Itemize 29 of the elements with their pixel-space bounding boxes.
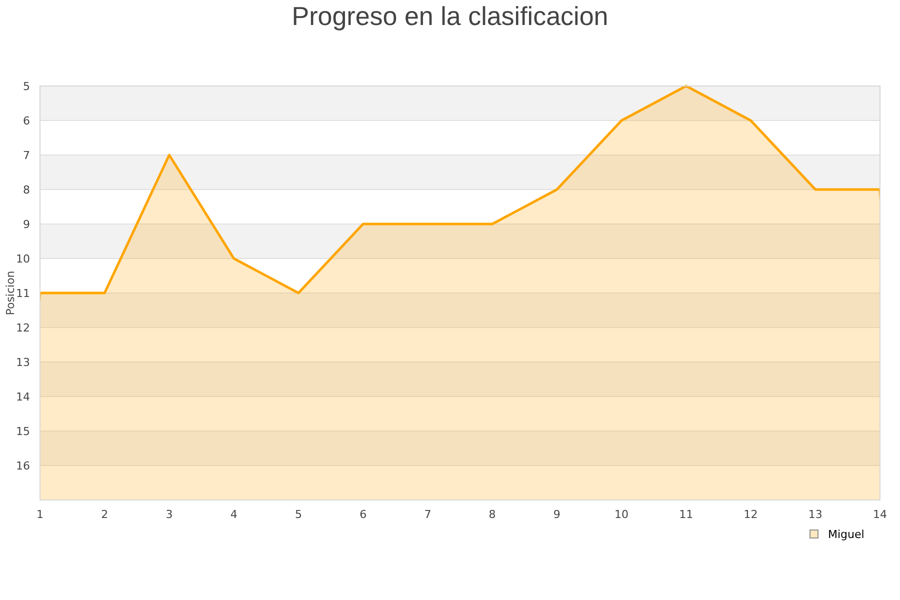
y-axis-title: Posicion — [4, 270, 17, 316]
x-tick-label: 5 — [294, 508, 302, 521]
x-tick-label: 6 — [360, 508, 367, 521]
y-tick-label: 8 — [23, 183, 30, 196]
chart-title: Progreso en la clasificacion — [292, 1, 608, 31]
x-tick-label: 12 — [744, 508, 758, 521]
y-tick-label: 6 — [23, 114, 30, 128]
y-tick-label: 15 — [16, 424, 30, 438]
y-tick-label: 7 — [23, 148, 30, 162]
y-tick-label: 13 — [16, 356, 30, 369]
y-tick-label: 14 — [16, 390, 30, 404]
y-tick-label: 12 — [16, 321, 30, 334]
x-tick-label: 4 — [230, 508, 238, 521]
x-tick-label: 14 — [873, 508, 887, 521]
x-tick-label: 9 — [553, 508, 560, 521]
y-tick-label: 10 — [16, 252, 30, 266]
legend-label: Miguel — [828, 528, 864, 541]
x-tick-label: 13 — [808, 508, 822, 521]
x-tick-label: 3 — [166, 508, 173, 521]
y-tick-label: 9 — [23, 218, 30, 231]
y-tick-label: 11 — [16, 286, 30, 300]
x-tick-label: 1 — [36, 508, 44, 521]
x-tick-label: 8 — [488, 508, 496, 521]
x-tick-label: 10 — [614, 508, 629, 521]
y-tick-label: 5 — [23, 80, 30, 93]
x-tick-label: 7 — [424, 508, 432, 521]
x-tick-label: 11 — [679, 508, 694, 521]
x-tick-label: 2 — [101, 508, 108, 521]
y-tick-label: 16 — [16, 459, 30, 472]
